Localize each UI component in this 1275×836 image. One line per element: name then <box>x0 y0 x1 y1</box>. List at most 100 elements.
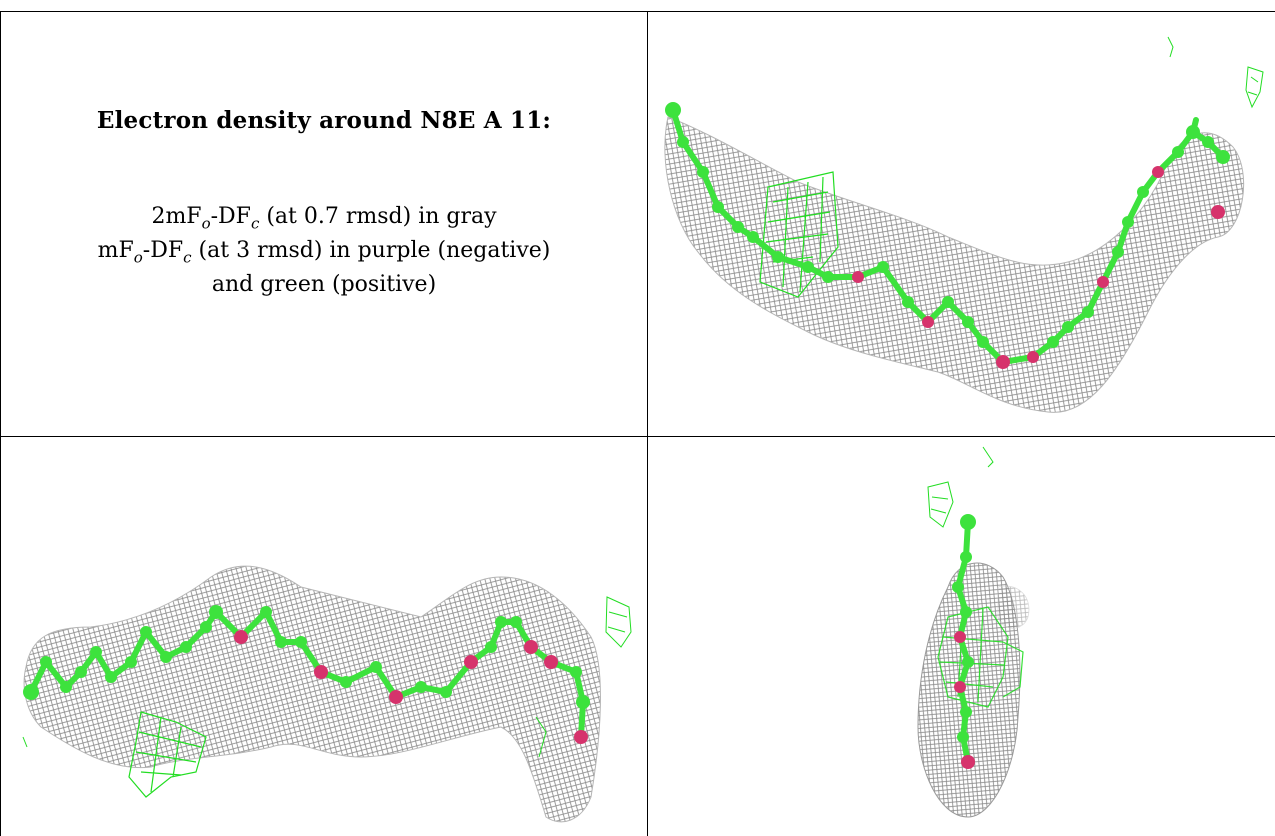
atom-green <box>485 641 497 653</box>
atom-green <box>570 666 582 678</box>
density-render-top-right <box>664 36 1264 413</box>
atom-pink <box>574 730 588 744</box>
atom-green <box>510 616 522 628</box>
atom-green <box>747 231 759 243</box>
atom-pink <box>1211 205 1225 219</box>
green-density-fragment <box>1167 36 1264 109</box>
atom-pink <box>954 631 966 643</box>
atom-pink <box>1097 276 1109 288</box>
atom-green <box>90 646 102 658</box>
gray-density-mesh <box>917 562 1021 818</box>
atom-green <box>1202 136 1214 148</box>
atom-green <box>942 296 954 308</box>
atom-pink <box>922 316 934 328</box>
atom-pink <box>464 655 478 669</box>
atom-pink <box>1027 351 1039 363</box>
atom-green <box>1172 146 1184 158</box>
atom-green <box>209 605 223 619</box>
atom-green <box>440 686 452 698</box>
atom-green <box>60 681 72 693</box>
gray-density-mesh <box>664 116 1245 413</box>
atom-pink <box>954 681 966 693</box>
atom-pink <box>389 690 403 704</box>
gray-density-mesh <box>23 565 601 823</box>
atom-green <box>697 166 709 178</box>
atom-green <box>822 271 834 283</box>
atom-green <box>960 706 972 718</box>
density-view-bottom-left <box>1 437 647 836</box>
density-view-top-right <box>648 12 1275 436</box>
atom-green <box>23 684 39 700</box>
atom-green <box>772 251 784 263</box>
atom-pink <box>996 355 1010 369</box>
atom-green <box>1082 306 1094 318</box>
atom-green <box>677 136 689 148</box>
atom-green <box>902 296 914 308</box>
atom-green <box>1122 216 1134 228</box>
green-density-blob <box>128 711 207 798</box>
grid-line-top <box>0 11 1275 12</box>
atom-green <box>1186 125 1200 139</box>
atom-pink <box>961 755 975 769</box>
atom-green <box>1216 150 1230 164</box>
atom-green <box>495 616 507 628</box>
atom-pink <box>1152 166 1164 178</box>
atom-green <box>960 514 976 530</box>
atom-green <box>962 316 974 328</box>
atom-pink <box>544 655 558 669</box>
grid-line-horizontal <box>0 436 1275 437</box>
atom-green <box>180 641 192 653</box>
legend-line-gray: 2mFo-DFc (at 0.7 rmsd) in gray <box>151 204 497 233</box>
atom-green <box>105 671 117 683</box>
atom-green <box>200 621 212 633</box>
atom-green <box>370 661 382 673</box>
density-view-bottom-right <box>648 437 1275 836</box>
atom-green <box>962 656 974 668</box>
atom-green <box>260 606 272 618</box>
atom-green <box>340 676 352 688</box>
ligand-bonds <box>954 519 972 765</box>
density-render-bottom-left <box>22 565 632 823</box>
atom-green <box>160 651 172 663</box>
atom-green <box>75 666 87 678</box>
atom-green <box>1137 186 1149 198</box>
atom-green <box>1062 321 1074 333</box>
atom-green <box>40 656 52 668</box>
ligand-atoms <box>952 514 976 769</box>
atom-green <box>957 731 969 743</box>
atom-green <box>802 261 814 273</box>
legend-line-difference: mFo-DFc (at 3 rmsd) in purple (negative) <box>97 238 551 267</box>
atom-green <box>665 102 681 118</box>
atom-green <box>1047 336 1059 348</box>
atom-green <box>415 681 427 693</box>
grid-line-middle <box>647 11 648 836</box>
gray-density-mesh <box>997 585 1030 629</box>
atom-green <box>960 606 972 618</box>
atom-green <box>140 626 152 638</box>
atom-green <box>275 636 287 648</box>
atom-pink <box>234 630 248 644</box>
atom-pink <box>314 665 328 679</box>
ligand-atoms <box>665 102 1230 369</box>
atom-green <box>877 261 889 273</box>
green-density-fragment <box>22 596 632 758</box>
atom-green <box>295 636 307 648</box>
atom-pink <box>524 640 538 654</box>
figure-title: Electron density around N8E A 11: <box>96 107 552 134</box>
atom-green <box>952 581 964 593</box>
atom-green <box>125 656 137 668</box>
ligand-atoms <box>23 605 590 744</box>
legend-cell: Electron density around N8E A 11: 2mFo-D… <box>1 12 647 436</box>
legend-line-positive: and green (positive) <box>211 272 437 297</box>
atom-green <box>576 695 590 709</box>
atom-pink <box>852 271 864 283</box>
atom-green <box>732 221 744 233</box>
grid-line-left <box>0 11 1 836</box>
legend-caption: 2mFo-DFc (at 0.7 rmsd) in gray mFo-DFc (… <box>1 200 647 302</box>
atom-green <box>1112 246 1124 258</box>
density-render-bottom-right <box>917 446 1030 818</box>
atom-green <box>712 201 724 213</box>
atom-green <box>977 336 989 348</box>
green-density-fragment <box>927 446 994 528</box>
